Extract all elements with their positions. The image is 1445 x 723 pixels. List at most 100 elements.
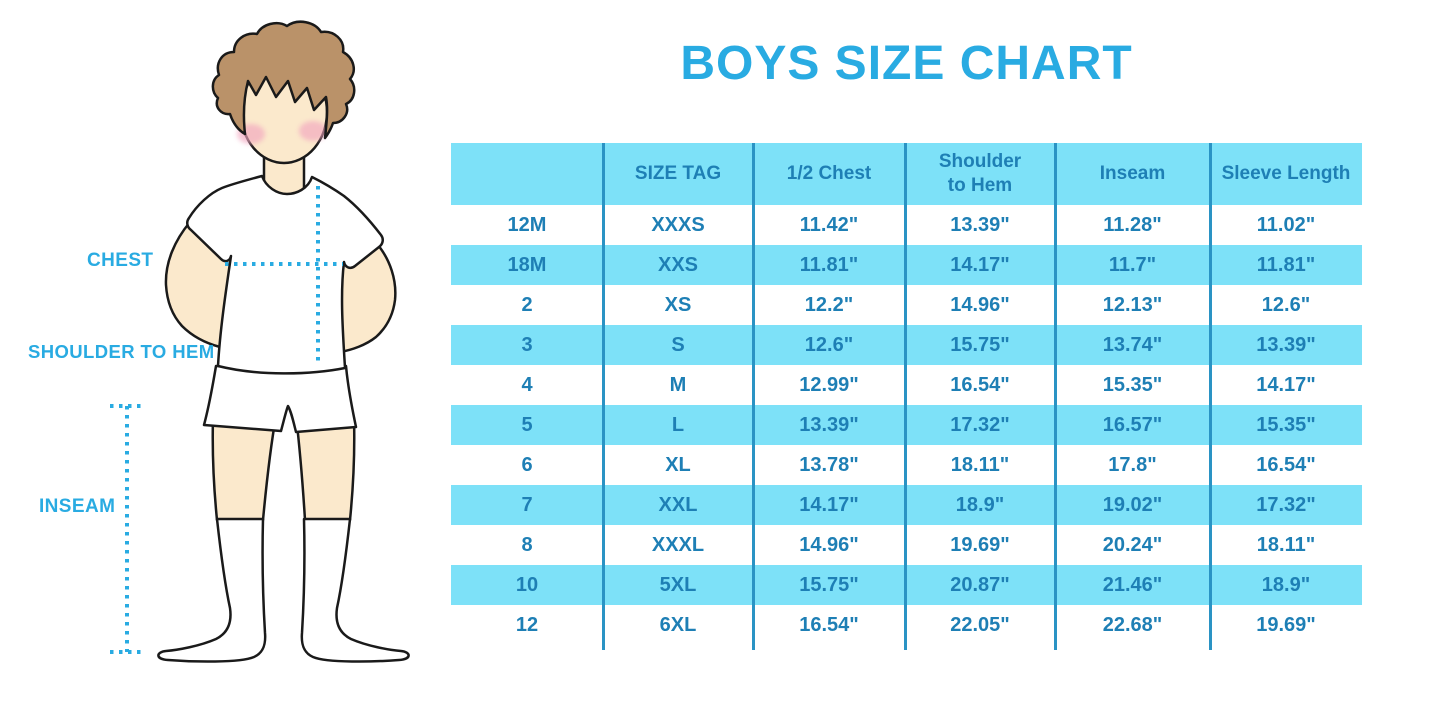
size-row-12: 12 6XL 16.54" 22.05" 22.68" 19.69": [451, 605, 1362, 645]
measurement-cell: 11.42": [799, 213, 859, 236]
measurement-cell: 13.39": [753, 405, 905, 445]
size-row-18m: 18M XXS 11.81" 14.17" 11.7" 11.81": [451, 245, 1362, 285]
column-divider: [602, 143, 605, 650]
measurement-cell: 19.69": [1256, 613, 1316, 636]
hair: [211, 20, 356, 140]
measurement-cell: 11.02": [1256, 213, 1316, 236]
right-sock: [300, 517, 410, 663]
column-header-sleeve-length: Sleeve Length: [1210, 143, 1362, 205]
measurement-cell: 20.87": [905, 565, 1055, 605]
measurement-cell: XXL: [603, 485, 753, 525]
size-row-5: 5 L 13.39" 17.32" 16.57" 15.35": [451, 405, 1362, 445]
shoulder-to-hem-label: SHOULDER TO HEM: [28, 341, 215, 362]
column-header-1-2-chest: 1/2 Chest: [753, 143, 905, 205]
measurement-cell: 18.11": [950, 453, 1010, 476]
size-label-cell: 8: [521, 533, 533, 556]
column-divider: [752, 143, 755, 650]
measurement-cell: 15.75": [753, 565, 905, 605]
size-label-cell: 7: [451, 485, 603, 525]
measurement-cell: 18.11": [1256, 533, 1316, 556]
size-label-cell: 18M: [451, 245, 603, 285]
measurement-cell: 6XL: [659, 613, 697, 636]
measurement-cell: XXXS: [651, 213, 705, 236]
size-label-cell: 12: [515, 613, 539, 636]
measurement-cell: 15.35": [1210, 405, 1362, 445]
measurement-cell: XXS: [603, 245, 753, 285]
shorts: [202, 364, 358, 434]
column-divider: [1054, 143, 1057, 650]
column-header-inseam: Inseam: [1055, 143, 1210, 205]
column-header-shoulder-to-hem: Shoulder to Hem: [905, 143, 1055, 205]
boys-size-table: SIZE TAG 1/2 Chest Shoulder to Hem Inseam Sl…: [451, 143, 1362, 645]
left-sock: [157, 517, 267, 663]
measurement-cell: XL: [665, 453, 691, 476]
measurement-cell: 16.54": [950, 373, 1010, 396]
corner-header-cell: [451, 143, 603, 205]
measurement-cell: 13.74": [1055, 325, 1210, 365]
size-row-2: 2 XS 12.2" 14.96" 12.13" 12.6": [451, 285, 1362, 325]
chest-label: CHEST: [87, 250, 154, 271]
measurement-cell: XXXL: [651, 533, 705, 556]
measurement-cell: 12.6": [1261, 293, 1311, 316]
size-label-cell: 5: [451, 405, 603, 445]
measurement-cell: 14.17": [753, 485, 905, 525]
size-label-cell: 6: [521, 453, 533, 476]
column-header-size-tag: SIZE TAG: [603, 143, 753, 205]
right-blush: [299, 121, 327, 141]
measurement-cell: 11.7": [1055, 245, 1210, 285]
measurement-cell: 12.13": [1102, 293, 1163, 316]
measurement-cell: 22.05": [950, 613, 1010, 636]
inseam-label: INSEAM: [39, 496, 116, 517]
size-row-7: 7 XXL 14.17" 18.9" 19.02" 17.32": [451, 485, 1362, 525]
measurement-cell: 17.32": [1210, 485, 1362, 525]
measurement-cell: 5XL: [603, 565, 753, 605]
measurement-cell: M: [669, 373, 687, 396]
measurement-cell: 19.02": [1055, 485, 1210, 525]
measurement-cell: 18.9": [905, 485, 1055, 525]
measurement-cell: L: [603, 405, 753, 445]
size-row-8: 8 XXXL 14.96" 19.69" 20.24" 18.11": [451, 525, 1362, 565]
measurement-cell: 13.39": [950, 213, 1010, 236]
measurement-cell: 21.46": [1055, 565, 1210, 605]
measurement-cell: 15.35": [1102, 373, 1163, 396]
measurement-cell: 11.28": [1103, 213, 1162, 236]
measurement-cell: 14.96": [950, 293, 1010, 316]
boy-illustration: [110, 20, 410, 663]
size-label-cell: 10: [451, 565, 603, 605]
column-divider: [1209, 143, 1212, 650]
measurement-cell: 12.6": [753, 325, 905, 365]
size-row-3: 3 S 12.6" 15.75" 13.74" 13.39": [451, 325, 1362, 365]
measurement-cell: 14.17": [1256, 373, 1316, 396]
measurement-cell: 19.69": [950, 533, 1010, 556]
measurement-figure-panel: CHEST SHOULDER TO HEM INSEAM: [0, 0, 450, 723]
measurement-cell: 12.2": [804, 293, 854, 316]
size-row-4: 4 M 12.99" 16.54" 15.35" 14.17": [451, 365, 1362, 405]
measurement-cell: 14.96": [799, 533, 859, 556]
measurement-cell: 15.75": [905, 325, 1055, 365]
measurement-cell: 13.78": [799, 453, 859, 476]
measurement-cell: 16.57": [1055, 405, 1210, 445]
measurement-cell: 18.9": [1210, 565, 1362, 605]
size-row-10: 10 5XL 15.75" 20.87" 21.46" 18.9": [451, 565, 1362, 605]
measurement-cell: 11.81": [753, 245, 905, 285]
left-leg: [211, 414, 278, 522]
column-divider: [904, 143, 907, 650]
size-label-cell: 3: [451, 325, 603, 365]
size-label-cell: 4: [521, 373, 533, 396]
t-shirt: [186, 174, 384, 375]
measurement-cell: 20.24": [1102, 533, 1163, 556]
measurement-cell: 17.8": [1108, 453, 1157, 476]
size-label-cell: 12M: [507, 213, 547, 236]
measurement-cell: 16.54": [1256, 453, 1316, 476]
measurement-cell: 13.39": [1210, 325, 1362, 365]
measurement-cell: 12.99": [799, 373, 859, 396]
measurement-cell: 11.81": [1210, 245, 1362, 285]
measurement-cell: 14.17": [905, 245, 1055, 285]
size-label-cell: 2: [521, 293, 533, 316]
measurement-cell: 22.68": [1102, 613, 1163, 636]
measurement-cell: 16.54": [799, 613, 859, 636]
measurement-cell: XS: [664, 293, 692, 316]
table-header-row: SIZE TAG 1/2 Chest Shoulder to Hem Inseam Sl…: [451, 143, 1362, 205]
measurement-cell: 17.32": [905, 405, 1055, 445]
size-row-6: 6 XL 13.78" 18.11" 17.8" 16.54": [451, 445, 1362, 485]
